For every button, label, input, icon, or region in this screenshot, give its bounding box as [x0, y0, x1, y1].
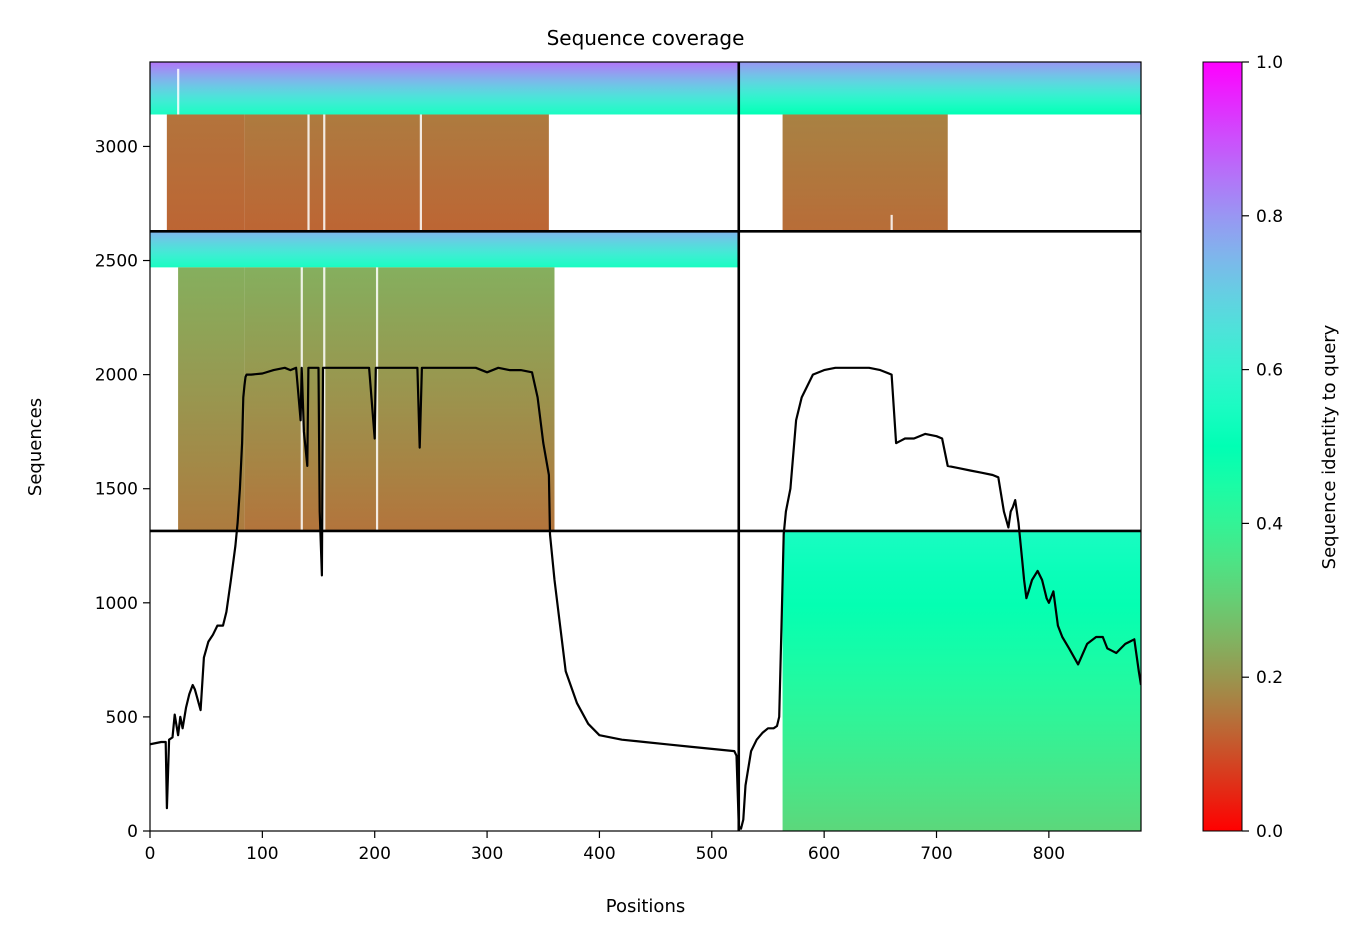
- colorbar-scale: [1202, 61, 1243, 832]
- coverage-block: [166, 114, 245, 232]
- y-tick-label: 3000: [95, 137, 138, 157]
- coverage-block: [244, 267, 555, 531]
- gap-stripe: [375, 267, 379, 531]
- plot-frame: [149, 61, 1142, 832]
- y-tick-label: 2500: [95, 252, 138, 272]
- coverage-heatmap: [150, 62, 1141, 831]
- x-tick-label: 800: [1033, 844, 1065, 864]
- gap-stripe: [419, 114, 422, 232]
- x-tick-label: 100: [246, 844, 278, 864]
- y-tick-label: 500: [106, 708, 138, 728]
- colorbar-tick-label: 0.4: [1256, 514, 1283, 534]
- gap-stripe: [307, 114, 310, 232]
- y-tick-label: 1000: [95, 594, 138, 614]
- colorbar-tick-label: 0.2: [1256, 668, 1283, 688]
- gap-stripe: [890, 214, 893, 232]
- y-axis-label: Sequences: [25, 398, 46, 496]
- gap-stripe: [177, 68, 180, 115]
- gap-stripe: [323, 114, 326, 232]
- coverage-block: [244, 114, 549, 232]
- x-tick-label: 500: [696, 844, 728, 864]
- colorbar-tick-label: 0.8: [1256, 207, 1283, 227]
- gap-stripe: [323, 267, 326, 531]
- coverage-block: [782, 530, 1141, 831]
- colorbar: 0.0 0.2 0.4 0.6 0.8 1.0 Sequence identity to …: [1202, 53, 1340, 842]
- x-tick-label: 700: [920, 844, 952, 864]
- x-tick-label: 300: [471, 844, 503, 864]
- domain-separators: [150, 62, 1141, 831]
- y-axis: 0 500 1000 1500 2000 2500 3000: [95, 137, 150, 842]
- colorbar-ticks: 0.0 0.2 0.4 0.6 0.8 1.0: [1242, 53, 1283, 842]
- colorbar-tick-label: 1.0: [1256, 53, 1283, 73]
- x-tick-label: 400: [583, 844, 615, 864]
- x-tick-label: 0: [145, 844, 156, 864]
- colorbar-tick-label: 0.0: [1256, 822, 1283, 842]
- coverage-block: [150, 62, 739, 115]
- coverage-block: [782, 114, 948, 232]
- coverage-block: [150, 231, 739, 268]
- chart-title: Sequence coverage: [547, 26, 745, 50]
- x-axis: 0 100 200 300 400 500 600 700 800: [145, 831, 1065, 864]
- colorbar-tick-label: 0.6: [1256, 361, 1283, 381]
- coverage-line: [150, 366, 1141, 830]
- y-tick-label: 1500: [95, 480, 138, 500]
- x-axis-label: Positions: [606, 896, 685, 917]
- y-tick-label: 2000: [95, 366, 138, 386]
- y-tick-label: 0: [127, 822, 138, 842]
- x-tick-label: 200: [358, 844, 390, 864]
- colorbar-label: Sequence identity to query: [1319, 324, 1340, 569]
- coverage-block: [178, 267, 245, 531]
- x-tick-label: 600: [808, 844, 840, 864]
- coverage-block: [738, 62, 1141, 115]
